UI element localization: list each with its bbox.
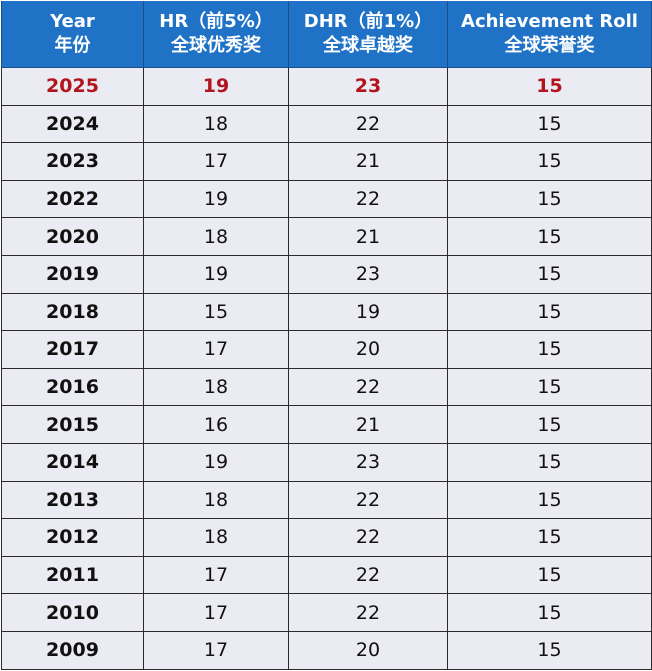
cell-hr: 17 — [143, 142, 289, 181]
table-row: 2009 17 20 15 — [1, 630, 652, 670]
header-hr: HR（前5%） 全球优秀奖 — [143, 1, 289, 68]
cell-achievement-roll: 15 — [447, 630, 652, 670]
cell-year: 2015 — [1, 405, 144, 444]
cell-dhr: 23 — [288, 442, 448, 482]
cell-year: 2024 — [1, 104, 144, 144]
cell-dhr: 22 — [288, 593, 448, 632]
header-achievement-roll: Achievement Roll 全球荣誉奖 — [447, 1, 652, 68]
cell-hr: 19 — [143, 67, 289, 106]
cell-achievement-roll: 15 — [447, 442, 652, 482]
cell-dhr: 22 — [288, 555, 448, 595]
cell-achievement-roll: 15 — [447, 104, 652, 144]
cell-year: 2020 — [1, 217, 144, 256]
table-row: 2020 18 21 15 — [1, 217, 652, 256]
cell-dhr: 21 — [288, 217, 448, 256]
cell-dhr: 23 — [288, 254, 448, 294]
cell-achievement-roll: 15 — [447, 142, 652, 181]
table-row: 2011 17 22 15 — [1, 555, 652, 595]
header-row: Year 年份 HR（前5%） 全球优秀奖 DHR（前1%） 全球卓越奖 Achiev… — [1, 1, 652, 68]
cell-achievement-roll: 15 — [447, 179, 652, 219]
cell-year: 2025 — [1, 67, 144, 106]
cell-dhr: 20 — [288, 630, 448, 670]
cell-achievement-roll: 15 — [447, 67, 652, 106]
cell-achievement-roll: 15 — [447, 555, 652, 595]
cell-hr: 19 — [143, 254, 289, 294]
cell-dhr: 22 — [288, 518, 448, 557]
cell-year: 2023 — [1, 142, 144, 181]
cell-dhr: 23 — [288, 67, 448, 106]
cell-year: 2019 — [1, 254, 144, 294]
table-row: 2014 19 23 15 — [1, 442, 652, 482]
cell-dhr: 22 — [288, 480, 448, 520]
cell-dhr: 22 — [288, 179, 448, 219]
cell-hr: 17 — [143, 555, 289, 595]
cell-dhr: 19 — [288, 292, 448, 332]
cell-hr: 18 — [143, 367, 289, 407]
cell-hr: 19 — [143, 442, 289, 482]
cell-dhr: 22 — [288, 367, 448, 407]
cell-year: 2014 — [1, 442, 144, 482]
cell-achievement-roll: 15 — [447, 254, 652, 294]
cell-achievement-roll: 15 — [447, 518, 652, 557]
cell-year: 2012 — [1, 518, 144, 557]
table-row: 2024 18 22 15 — [1, 104, 652, 144]
table-row: 2016 18 22 15 — [1, 367, 652, 407]
cell-year: 2009 — [1, 630, 144, 670]
cell-dhr: 22 — [288, 104, 448, 144]
table-row: 2013 18 22 15 — [1, 480, 652, 520]
cell-year: 2013 — [1, 480, 144, 520]
table-row: 2023 17 21 15 — [1, 142, 652, 181]
cell-dhr: 20 — [288, 330, 448, 369]
table-row: 2019 19 23 15 — [1, 254, 652, 294]
cell-year: 2010 — [1, 593, 144, 632]
cell-dhr: 21 — [288, 142, 448, 181]
cell-hr: 19 — [143, 179, 289, 219]
cell-achievement-roll: 15 — [447, 405, 652, 444]
cell-year: 2022 — [1, 179, 144, 219]
table-row: 2012 18 22 15 — [1, 518, 652, 557]
table-row: 2017 17 20 15 — [1, 330, 652, 369]
cell-year: 2018 — [1, 292, 144, 332]
cell-achievement-roll: 15 — [447, 593, 652, 632]
cell-hr: 18 — [143, 480, 289, 520]
cell-hr: 17 — [143, 593, 289, 632]
cell-hr: 18 — [143, 518, 289, 557]
cell-hr: 15 — [143, 292, 289, 332]
cell-achievement-roll: 15 — [447, 480, 652, 520]
table-row: 2025 19 23 15 — [1, 67, 652, 106]
table-row: 2015 16 21 15 — [1, 405, 652, 444]
cell-hr: 18 — [143, 217, 289, 256]
table-row: 2010 17 22 15 — [1, 593, 652, 632]
cell-achievement-roll: 15 — [447, 292, 652, 332]
cell-hr: 18 — [143, 104, 289, 144]
cell-hr: 17 — [143, 330, 289, 369]
cell-hr: 17 — [143, 630, 289, 670]
cell-year: 2017 — [1, 330, 144, 369]
cell-achievement-roll: 15 — [447, 330, 652, 369]
cell-year: 2011 — [1, 555, 144, 595]
table-row: 2018 15 19 15 — [1, 292, 652, 332]
cell-achievement-roll: 15 — [447, 217, 652, 256]
cell-dhr: 21 — [288, 405, 448, 444]
table-row: 2022 19 22 15 — [1, 179, 652, 219]
cell-year: 2016 — [1, 367, 144, 407]
cell-hr: 16 — [143, 405, 289, 444]
cell-achievement-roll: 15 — [447, 367, 652, 407]
header-dhr: DHR（前1%） 全球卓越奖 — [288, 1, 448, 68]
header-year: Year 年份 — [1, 1, 144, 68]
